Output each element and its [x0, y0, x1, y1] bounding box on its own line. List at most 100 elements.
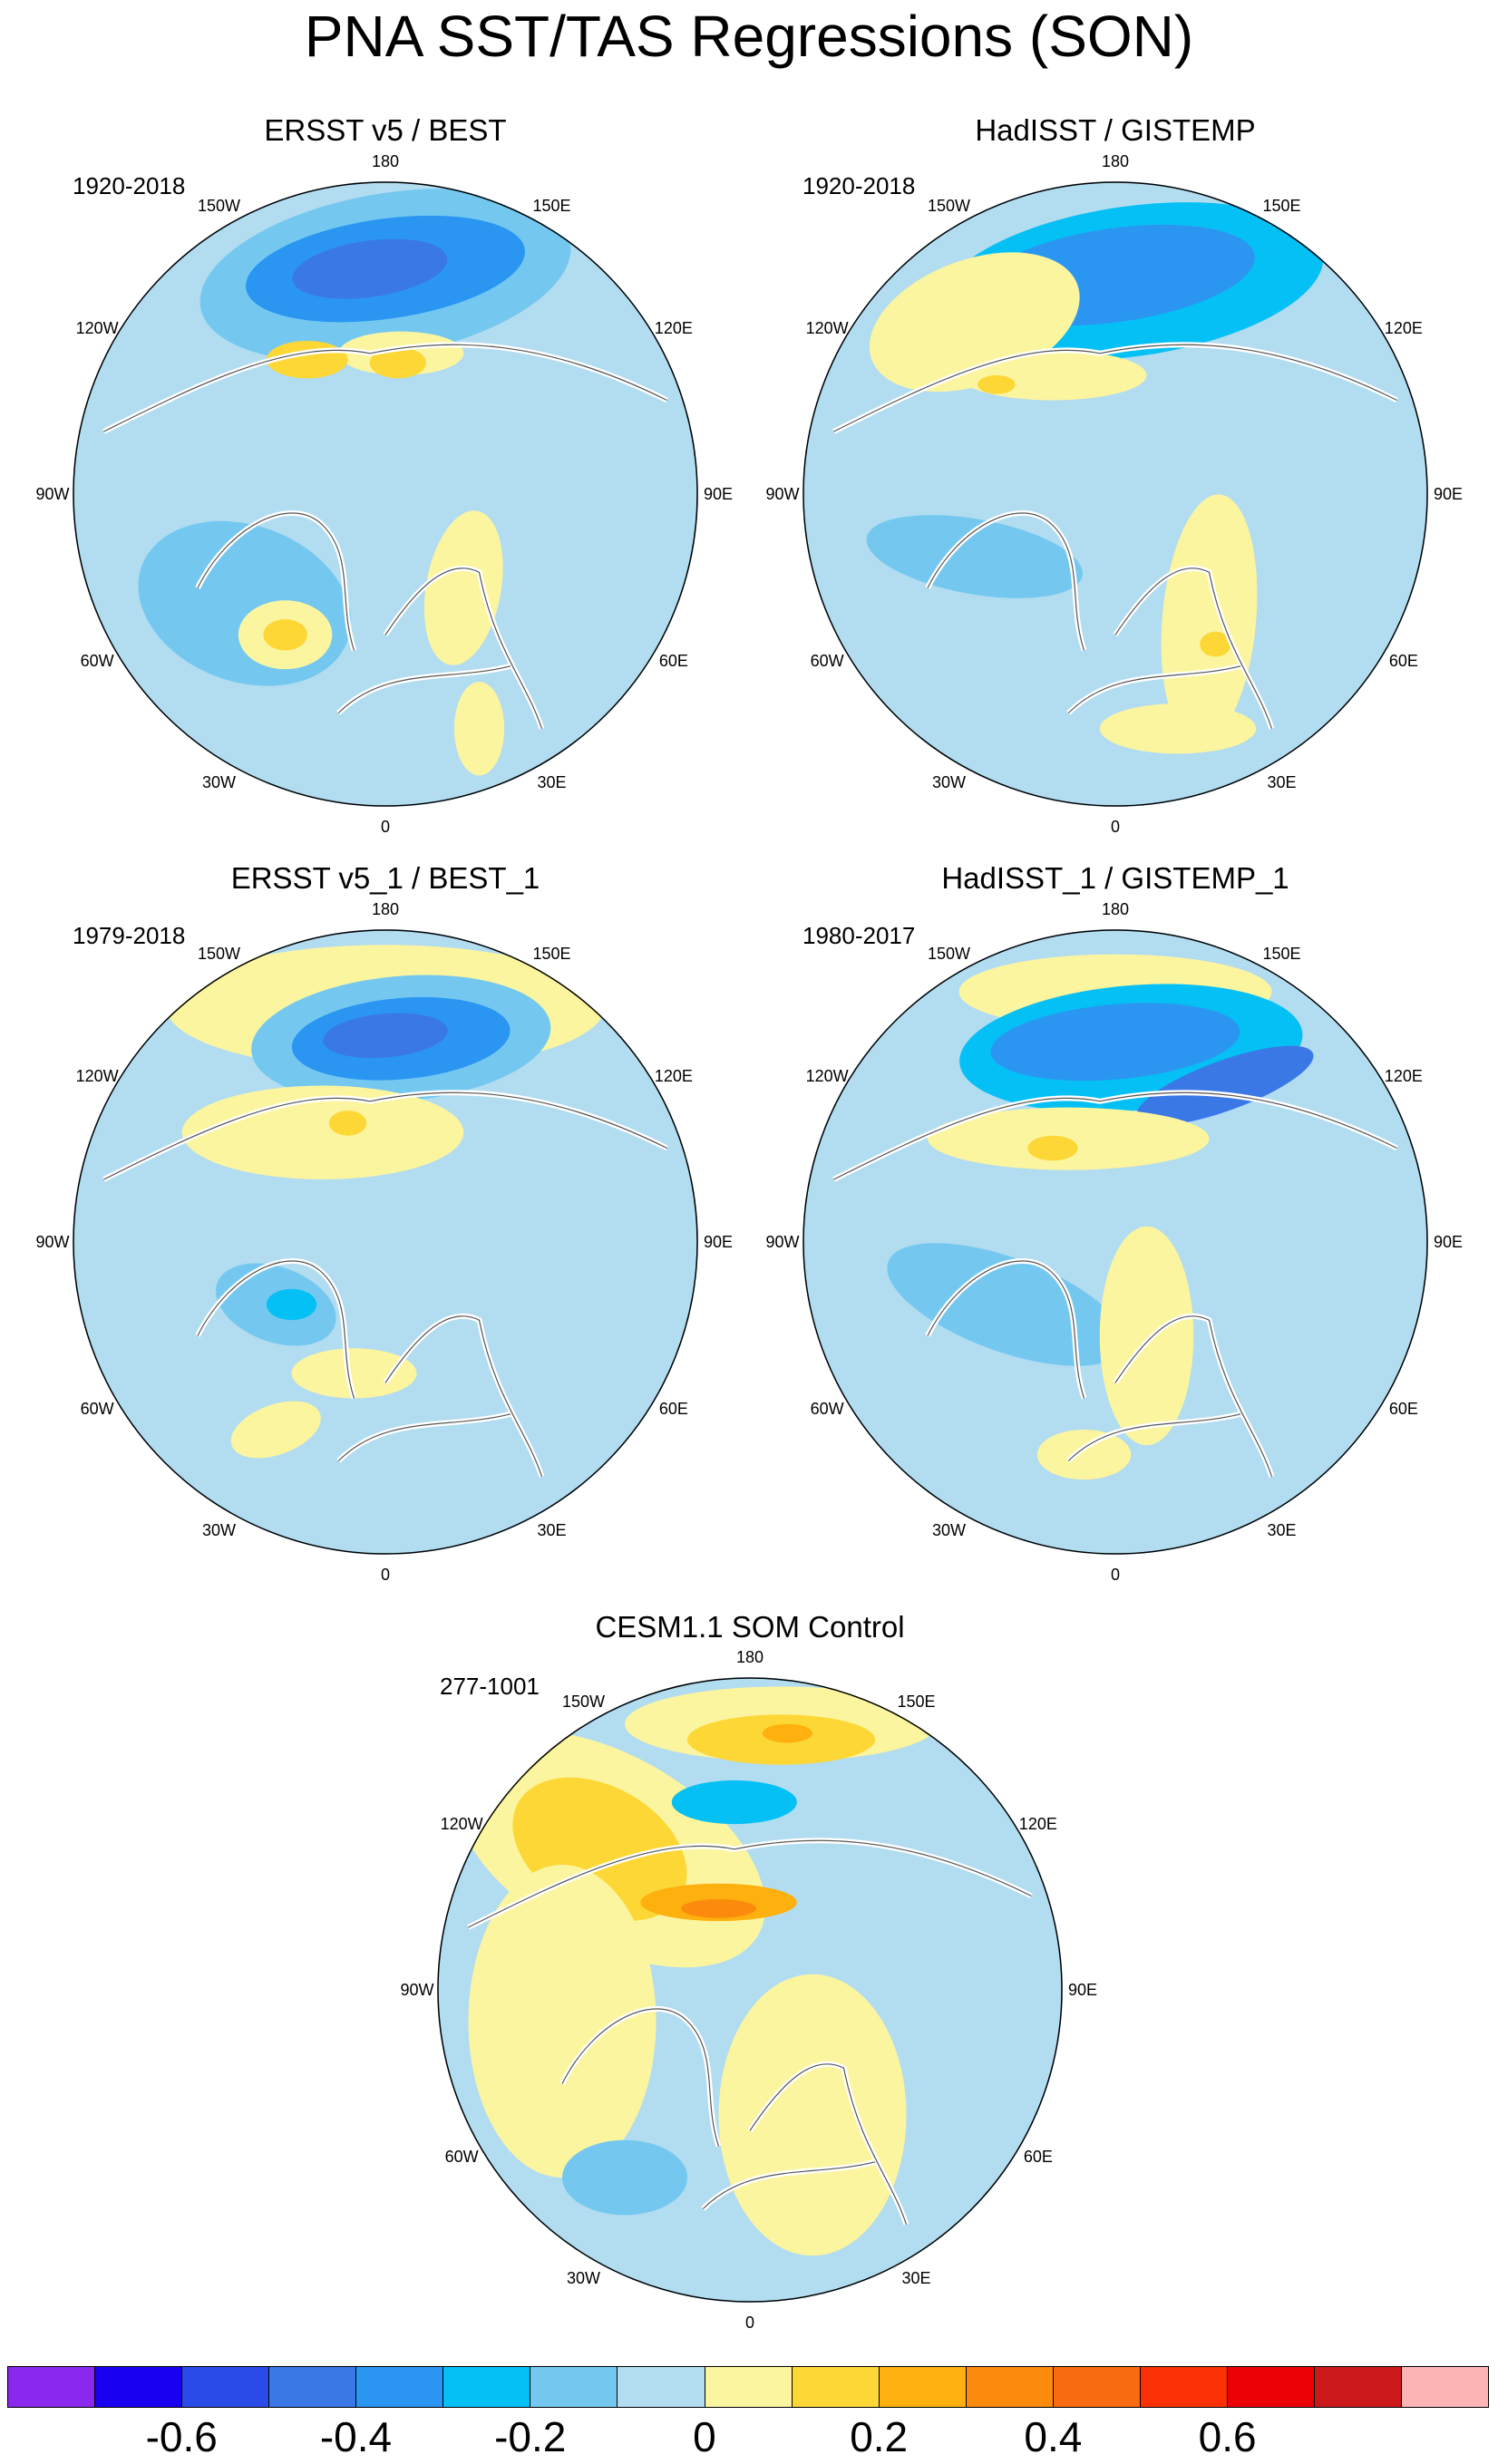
anomaly-region — [323, 1013, 448, 1059]
polar-map — [802, 929, 1428, 1555]
longitude-label: 150W — [927, 197, 971, 216]
panel-title: ERSST v5 / BEST — [264, 113, 507, 147]
colorbar-tick-label: 0.6 — [1198, 2413, 1257, 2460]
longitude-label: 120W — [75, 318, 119, 337]
anomaly-region — [671, 1780, 797, 1825]
longitude-label: 60W — [444, 2147, 479, 2166]
coastline — [1114, 1315, 1273, 1477]
longitude-label: 120E — [1384, 1066, 1423, 1085]
longitude-label: 30E — [1267, 1520, 1297, 1539]
map-border — [802, 181, 1428, 807]
colorbar-tick-label: 0 — [693, 2413, 716, 2460]
longitude-label: 150W — [197, 945, 241, 964]
longitude-label: 30W — [201, 1520, 237, 1539]
longitude-label: 150E — [897, 1693, 936, 1712]
colorbar-box — [8, 2367, 96, 2407]
colorbar-box — [618, 2367, 705, 2407]
anomaly-region — [1136, 1045, 1314, 1126]
longitude-label: 60W — [80, 651, 114, 670]
anomaly-region — [1099, 703, 1257, 754]
colorbar-tick-label: -0.4 — [319, 2413, 393, 2460]
longitude-label: 150W — [561, 1693, 606, 1712]
longitude-label: 150W — [197, 197, 241, 216]
anomaly-region — [230, 1401, 321, 1459]
longitude-label: 150W — [927, 945, 971, 964]
colorbar-box — [1227, 2367, 1315, 2407]
longitude-label: 30W — [931, 1520, 967, 1539]
anomaly-region — [562, 2139, 687, 2216]
coastline — [1067, 1413, 1241, 1461]
map-border — [437, 1677, 1063, 2303]
panel-period: 1979-2018 — [73, 922, 186, 949]
colorbar-box — [1314, 2367, 1402, 2407]
coastline — [197, 1260, 355, 1399]
longitude-label: 180 — [735, 1648, 764, 1666]
longitude-label: 90E — [1433, 1233, 1464, 1251]
colorbar-box — [1402, 2367, 1489, 2407]
longitude-label: 30E — [537, 772, 567, 791]
anomaly-region — [292, 238, 448, 299]
coastline — [927, 512, 1085, 651]
colorbar-tick-label: -0.6 — [145, 2413, 218, 2460]
longitude-label: 180 — [1101, 900, 1130, 918]
anomaly-region — [866, 515, 1083, 598]
longitude-label: 0 — [380, 818, 391, 836]
longitude-label: 120E — [654, 1066, 693, 1085]
longitude-label: 120W — [805, 318, 849, 337]
longitude-label: 90E — [703, 485, 734, 503]
longitude-label: 90W — [35, 485, 70, 503]
longitude-label: 60E — [658, 651, 688, 670]
colorbar-box — [1053, 2367, 1141, 2407]
longitude-label: 0 — [1110, 818, 1121, 836]
anomaly-region — [468, 1865, 657, 2178]
anomaly-region — [887, 1243, 1125, 1366]
longitude-label: 30E — [901, 2268, 931, 2287]
polar-map — [73, 181, 698, 807]
longitude-label: 30E — [1267, 772, 1297, 791]
panel-title: ERSST v5_1 / BEST_1 — [230, 861, 540, 895]
longitude-label: 30W — [201, 772, 237, 791]
map-border — [73, 181, 698, 807]
colorbar-tick-label: -0.2 — [494, 2413, 567, 2460]
anomaly-region — [1036, 1430, 1132, 1480]
coastline — [197, 512, 355, 651]
panel-title: HadISST / GISTEMP — [975, 113, 1256, 147]
colorbar-box — [95, 2367, 183, 2407]
longitude-label: 90W — [400, 1981, 434, 1999]
anomaly-region — [1099, 1226, 1194, 1446]
longitude-label: 90E — [1433, 485, 1464, 503]
anomaly-region — [990, 1003, 1240, 1082]
coastline — [833, 344, 1397, 432]
longitude-label: 0 — [744, 2314, 755, 2332]
longitude-label: 0 — [380, 1566, 391, 1584]
longitude-label: 150E — [532, 945, 571, 964]
anomaly-region — [681, 1898, 756, 1918]
map-border — [802, 929, 1428, 1555]
longitude-label: 180 — [1101, 152, 1130, 170]
colorbar-box — [1140, 2367, 1228, 2407]
coastline — [1067, 665, 1241, 713]
longitude-label: 60W — [810, 651, 844, 670]
coastline — [749, 2063, 908, 2225]
coastline — [1114, 567, 1273, 729]
longitude-label: 90W — [765, 1233, 800, 1251]
anomaly-region — [423, 510, 503, 665]
colorbar-box — [530, 2367, 618, 2407]
longitude-label: 150E — [1262, 945, 1301, 964]
anomaly-region — [1027, 1135, 1078, 1161]
coastline — [561, 2008, 720, 2147]
anomaly-region — [453, 682, 505, 776]
longitude-label: 60E — [1023, 2147, 1053, 2166]
longitude-label: 150E — [532, 197, 571, 216]
coastline — [384, 1315, 543, 1477]
coastline — [337, 1413, 511, 1461]
anomaly-region — [958, 350, 1147, 401]
anomaly-region — [181, 1085, 464, 1179]
coastline — [337, 665, 511, 713]
panel-period: 277-1001 — [440, 1673, 540, 1700]
page-title: PNA SST/TAS Regressions (SON) — [304, 4, 1194, 69]
anomaly-region — [266, 1288, 317, 1321]
coastline — [702, 2161, 876, 2209]
longitude-label: 90E — [1067, 1981, 1098, 1999]
coastline — [103, 344, 667, 432]
